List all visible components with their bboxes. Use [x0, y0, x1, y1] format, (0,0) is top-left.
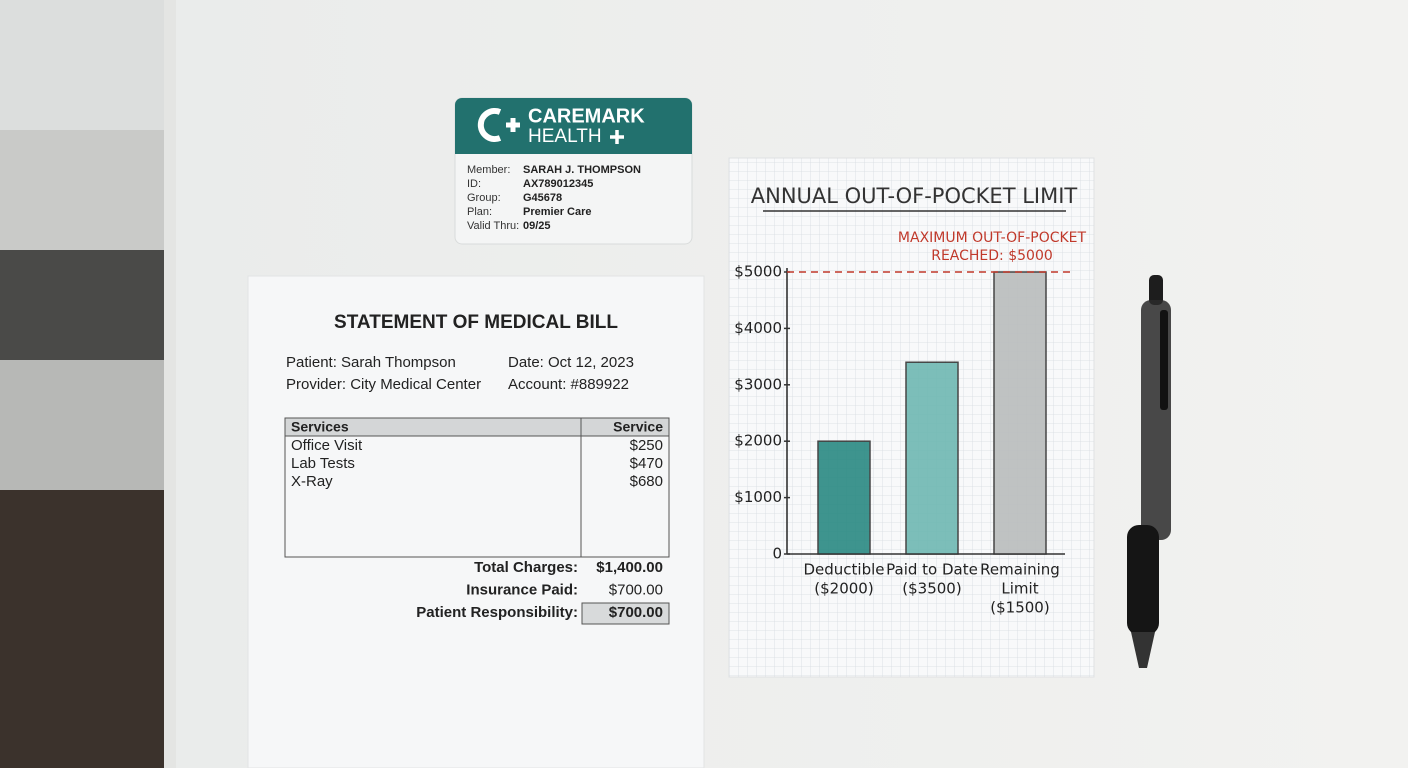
service-name: Office Visit	[291, 437, 363, 454]
field-value: 09/25	[523, 220, 551, 232]
field-label: Valid Thru:	[467, 220, 519, 232]
x-tick-label: ($1500)	[990, 599, 1049, 617]
bill: STATEMENT OF MEDICAL BILL	[247, 275, 705, 769]
bar	[817, 440, 871, 555]
field-value: SARAH J. THOMPSON	[523, 164, 641, 176]
y-tick-label: $1000	[734, 488, 782, 506]
y-tick-label: $2000	[734, 432, 782, 450]
total-label: Insurance Paid:	[466, 581, 578, 598]
table-header: Services	[291, 419, 349, 435]
service-name: Lab Tests	[291, 455, 355, 472]
bar	[993, 271, 1047, 555]
field-value: G45678	[523, 192, 562, 204]
bill-info: Date: Oct 12, 2023	[508, 354, 634, 371]
y-tick-label: $3000	[734, 375, 782, 393]
table-header: Service	[613, 419, 663, 435]
service-name: X-Ray	[291, 473, 333, 490]
total-value: $700.00	[609, 581, 663, 598]
bill-info: Provider: City Medical Center	[286, 376, 481, 393]
bill-title: STATEMENT OF MEDICAL BILL	[334, 312, 618, 333]
service-amount: $470	[630, 455, 663, 472]
field-value: AX789012345	[523, 178, 593, 190]
x-tick-label: Remaining	[980, 561, 1060, 579]
service-amount: $250	[630, 437, 663, 454]
x-tick-label: Paid to Date	[886, 561, 978, 579]
field-label: Plan:	[467, 206, 492, 218]
y-tick-label: 0	[772, 545, 782, 563]
background-left	[0, 0, 176, 768]
field-label: ID:	[467, 178, 481, 190]
brand: CAREMARK	[528, 105, 645, 127]
bar	[905, 361, 959, 555]
y-tick-label: $4000	[734, 319, 782, 337]
total-label: Patient Responsibility:	[416, 604, 578, 621]
x-tick-label: Limit	[1001, 580, 1038, 598]
annotation: MAXIMUM OUT-OF-POCKET	[898, 230, 1087, 246]
chart-title: ANNUAL OUT-OF-POCKET LIMIT	[751, 184, 1078, 208]
brand-line: HEALTH	[528, 126, 602, 147]
total-value: $1,400.00	[596, 559, 663, 576]
x-tick-label: Deductible	[803, 561, 884, 579]
y-tick-label: $5000	[734, 263, 782, 281]
field-value: Premier Care	[523, 206, 592, 218]
pen	[1127, 275, 1171, 668]
insurance-card: CAREMARK HEALTH	[454, 97, 693, 245]
x-tick-label: ($3500)	[902, 580, 961, 598]
bill-info: Patient: Sarah Thompson	[286, 354, 456, 371]
bill-info: Account: #889922	[508, 376, 629, 393]
total-value: $700.00	[609, 604, 663, 621]
annotation: REACHED: $5000	[931, 248, 1053, 264]
field-label: Member:	[467, 164, 510, 176]
field-label: Group:	[467, 192, 501, 204]
x-tick-label: ($2000)	[814, 580, 873, 598]
service-amount: $680	[630, 473, 663, 490]
total-label: Total Charges:	[474, 559, 578, 576]
